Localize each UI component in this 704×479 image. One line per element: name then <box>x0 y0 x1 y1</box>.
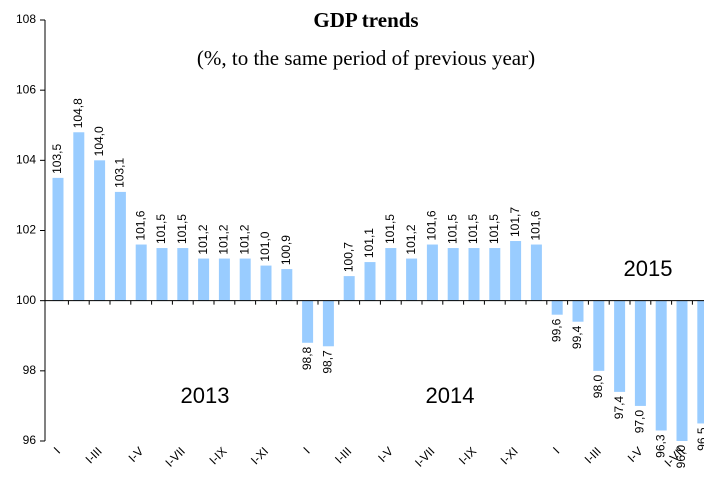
value-label: 101,2 <box>404 224 418 254</box>
bar <box>302 300 314 343</box>
y-tick-label: 98 <box>23 363 37 377</box>
bar <box>406 258 418 301</box>
value-label: 97,4 <box>612 396 626 420</box>
x-tick-label: I-V <box>126 444 147 465</box>
value-label: 98,0 <box>591 375 605 399</box>
value-label: 96,0 <box>674 445 688 469</box>
value-label: 101,6 <box>425 210 439 240</box>
annotation: 2013 <box>181 383 230 408</box>
value-label: 101,6 <box>529 210 543 240</box>
bar <box>52 177 64 301</box>
x-tick-label: I-XI <box>248 444 271 467</box>
value-label: 101,7 <box>508 207 522 237</box>
x-tick-label: I-IX <box>206 444 229 467</box>
value-label: 101,5 <box>175 214 189 244</box>
x-tick-label: I-V <box>375 444 396 465</box>
bar <box>447 248 459 301</box>
annotation: 2015 <box>624 256 673 281</box>
value-label: 101,2 <box>217 224 231 254</box>
bar <box>593 300 605 371</box>
bar <box>655 300 667 431</box>
value-label: 104,0 <box>92 126 106 156</box>
x-tick-label: I-IX <box>456 444 479 467</box>
value-label: 96,3 <box>653 434 667 458</box>
bar <box>634 300 646 406</box>
value-label: 97,0 <box>633 410 647 434</box>
bar <box>114 191 126 301</box>
value-label: 96,5 <box>695 427 704 451</box>
x-tick-label: I <box>550 444 562 456</box>
bar <box>239 258 251 301</box>
bar <box>385 248 397 301</box>
y-tick-label: 102 <box>16 223 36 237</box>
bar <box>94 160 106 301</box>
x-tick-label: I-VII <box>162 444 187 469</box>
value-label: 103,1 <box>113 158 127 188</box>
bar <box>260 265 272 301</box>
value-label: 99,4 <box>570 325 584 349</box>
bar <box>530 244 542 301</box>
x-tick-label: I-III <box>83 444 105 466</box>
x-tick-label: I-V <box>625 444 646 465</box>
bar <box>73 132 85 301</box>
bar <box>218 258 230 301</box>
bar <box>489 248 501 301</box>
value-label: 101,2 <box>196 224 210 254</box>
value-label: 100,7 <box>341 242 355 272</box>
bar <box>510 241 522 301</box>
value-label: 101,5 <box>487 214 501 244</box>
bar <box>343 276 355 301</box>
bar <box>551 300 563 315</box>
bar <box>364 262 376 301</box>
value-label: 103,5 <box>50 144 64 174</box>
value-label: 101,2 <box>237 224 251 254</box>
value-label: 101,6 <box>133 210 147 240</box>
value-label: 101,5 <box>445 214 459 244</box>
chart-subtitle: (%, to the same period of previous year) <box>197 46 535 70</box>
bar <box>198 258 210 301</box>
value-label: 99,6 <box>549 318 563 342</box>
x-tick-label: I <box>51 444 63 456</box>
value-label: 101,0 <box>258 231 272 261</box>
value-label: 100,9 <box>279 235 293 265</box>
bar <box>614 300 626 392</box>
bar <box>156 248 168 301</box>
y-tick-label: 100 <box>16 293 36 307</box>
value-label: 101,5 <box>383 214 397 244</box>
bar <box>135 244 147 301</box>
value-label: 98,8 <box>300 346 314 370</box>
bar <box>426 244 438 301</box>
value-label: 101,5 <box>154 214 168 244</box>
value-label: 101,5 <box>466 214 480 244</box>
value-label: 101,1 <box>362 228 376 258</box>
chart-title: GDP trends <box>313 8 418 32</box>
bar <box>572 300 584 322</box>
bar <box>281 269 293 301</box>
bar <box>697 300 704 424</box>
x-tick-label: I-XI <box>498 444 521 467</box>
bar <box>177 248 189 301</box>
value-label: 104,8 <box>71 98 85 128</box>
y-tick-label: 108 <box>16 12 36 26</box>
x-tick-label: I-VII <box>412 444 437 469</box>
x-tick-label: I-III <box>332 444 354 466</box>
value-label: 98,7 <box>321 350 335 374</box>
y-tick-label: 96 <box>23 433 37 447</box>
y-tick-label: 106 <box>16 82 36 96</box>
x-tick-label: I-III <box>582 444 604 466</box>
bar <box>676 300 688 441</box>
bar <box>322 300 334 347</box>
x-tick-label: I <box>300 444 312 456</box>
y-tick-label: 104 <box>16 153 36 167</box>
annotation: 2014 <box>426 383 475 408</box>
bar <box>468 248 480 301</box>
